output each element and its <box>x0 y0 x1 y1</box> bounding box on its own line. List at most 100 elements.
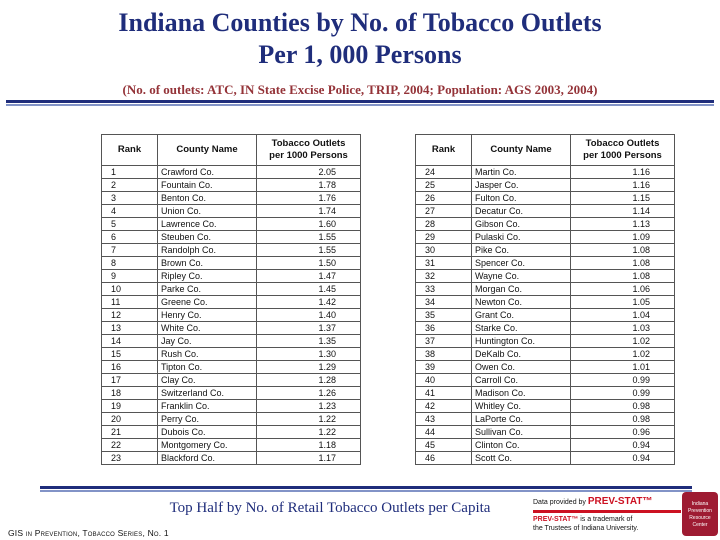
rank-cell: 43 <box>415 412 472 426</box>
rank-cell: 19 <box>101 399 158 413</box>
slide-caption: Top Half by No. of Retail Tobacco Outlet… <box>169 500 491 516</box>
outlets-value-cell: 2.05 <box>256 165 361 179</box>
red-rule <box>533 510 681 513</box>
rank-cell: 36 <box>415 321 472 335</box>
outlets-column-header: Tobacco Outlets per 1000 Persons <box>256 134 361 166</box>
table-row: 23 Blackford Co. 1.17 <box>101 451 361 465</box>
outlets-value-cell: 1.55 <box>256 230 361 244</box>
divider-thin-line <box>40 490 692 492</box>
table-row: 4 Union Co. 1.74 <box>101 204 361 218</box>
outlets-value-cell: 1.37 <box>256 321 361 335</box>
rank-cell: 22 <box>101 438 158 452</box>
table-row: 16 Tipton Co. 1.29 <box>101 360 361 374</box>
rank-cell: 44 <box>415 425 472 439</box>
rank-cell: 5 <box>101 217 158 231</box>
bottom-divider <box>40 486 692 492</box>
county-name-cell: Martin Co. <box>471 165 571 179</box>
rank-cell: 42 <box>415 399 472 413</box>
rank-cell: 30 <box>415 243 472 257</box>
rank-cell: 39 <box>415 360 472 374</box>
table-row: 43 LaPorte Co. 0.98 <box>415 412 675 426</box>
outlets-value-cell: 1.50 <box>256 256 361 270</box>
rank-cell: 23 <box>101 451 158 465</box>
outlets-header-line1: Tobacco Outlets <box>585 138 660 149</box>
county-name-cell: Grant Co. <box>471 308 571 322</box>
rank-cell: 3 <box>101 191 158 205</box>
outlets-value-cell: 1.06 <box>570 282 675 296</box>
outlets-header-line1: Tobacco Outlets <box>271 138 346 149</box>
table-row: 7 Randolph Co. 1.55 <box>101 243 361 257</box>
outlets-value-cell: 1.22 <box>256 425 361 439</box>
divider-thick-line <box>40 486 692 489</box>
outlets-value-cell: 1.47 <box>256 269 361 283</box>
rank-cell: 37 <box>415 334 472 348</box>
county-name-cell: Clay Co. <box>157 373 257 387</box>
table-row: 1 Crawford Co. 2.05 <box>101 165 361 179</box>
county-name-cell: Pike Co. <box>471 243 571 257</box>
outlets-value-cell: 1.23 <box>256 399 361 413</box>
rank-cell: 10 <box>101 282 158 296</box>
table-row: 2 Fountain Co. 1.78 <box>101 178 361 192</box>
outlets-value-cell: 1.55 <box>256 243 361 257</box>
outlets-value-cell: 1.14 <box>570 204 675 218</box>
outlets-value-cell: 1.16 <box>570 165 675 179</box>
table-row: 11 Greene Co. 1.42 <box>101 295 361 309</box>
county-name-cell: Blackford Co. <box>157 451 257 465</box>
table-row: 39 Owen Co. 1.01 <box>415 360 675 374</box>
outlets-value-cell: 1.03 <box>570 321 675 335</box>
rank-cell: 18 <box>101 386 158 400</box>
table-header-row: Rank County Name Tobacco Outlets per 100… <box>101 134 361 166</box>
rank-cell: 20 <box>101 412 158 426</box>
table-row: 20 Perry Co. 1.22 <box>101 412 361 426</box>
logo-text-line: Prevention <box>688 507 712 514</box>
table-row: 26 Fulton Co. 1.15 <box>415 191 675 205</box>
county-name-cell: Decatur Co. <box>471 204 571 218</box>
table-row: 24 Martin Co. 1.16 <box>415 165 675 179</box>
county-name-cell: Owen Co. <box>471 360 571 374</box>
table-row: 31 Spencer Co. 1.08 <box>415 256 675 270</box>
county-name-cell: Wayne Co. <box>471 269 571 283</box>
rank-cell: 2 <box>101 178 158 192</box>
county-name-cell: Franklin Co. <box>157 399 257 413</box>
county-name-cell: Scott Co. <box>471 451 571 465</box>
slide-title: Indiana Counties by No. of Tobacco Outle… <box>0 7 720 71</box>
county-name-cell: Steuben Co. <box>157 230 257 244</box>
outlets-value-cell: 1.30 <box>256 347 361 361</box>
rank-cell: 28 <box>415 217 472 231</box>
title-line-1: Indiana Counties by No. of Tobacco Outle… <box>118 8 602 37</box>
table-row: 37 Huntington Co. 1.02 <box>415 334 675 348</box>
outlets-value-cell: 0.96 <box>570 425 675 439</box>
rank-cell: 35 <box>415 308 472 322</box>
outlets-value-cell: 1.17 <box>256 451 361 465</box>
county-name-cell: Greene Co. <box>157 295 257 309</box>
rank-column-header: Rank <box>101 134 158 166</box>
outlets-value-cell: 1.74 <box>256 204 361 218</box>
table-header-row: Rank County Name Tobacco Outlets per 100… <box>415 134 675 166</box>
outlets-value-cell: 1.76 <box>256 191 361 205</box>
county-name-cell: Rush Co. <box>157 347 257 361</box>
county-name-cell: Brown Co. <box>157 256 257 270</box>
data-credits: Data provided by PREV-STAT™ PREV-STAT™ i… <box>533 491 681 533</box>
rank-cell: 12 <box>101 308 158 322</box>
rank-cell: 11 <box>101 295 158 309</box>
outlets-value-cell: 1.16 <box>570 178 675 192</box>
outlets-value-cell: 0.98 <box>570 412 675 426</box>
trademark-line: PREV-STAT™ is a trademark of <box>533 515 681 524</box>
table-row: 19 Franklin Co. 1.23 <box>101 399 361 413</box>
rank-cell: 13 <box>101 321 158 335</box>
rank-cell: 15 <box>101 347 158 361</box>
county-name-cell: DeKalb Co. <box>471 347 571 361</box>
table-row: 46 Scott Co. 0.94 <box>415 451 675 465</box>
rank-cell: 24 <box>415 165 472 179</box>
outlets-value-cell: 1.08 <box>570 269 675 283</box>
county-name-cell: Randolph Co. <box>157 243 257 257</box>
county-column-header: County Name <box>157 134 257 166</box>
outlets-value-cell: 0.98 <box>570 399 675 413</box>
title-line-2: Per 1, 000 Persons <box>258 40 462 69</box>
county-name-cell: Huntington Co. <box>471 334 571 348</box>
county-name-cell: Sullivan Co. <box>471 425 571 439</box>
slide-subtitle: (No. of outlets: ATC, IN State Excise Po… <box>122 82 598 97</box>
county-name-cell: Clinton Co. <box>471 438 571 452</box>
county-name-cell: Switzerland Co. <box>157 386 257 400</box>
